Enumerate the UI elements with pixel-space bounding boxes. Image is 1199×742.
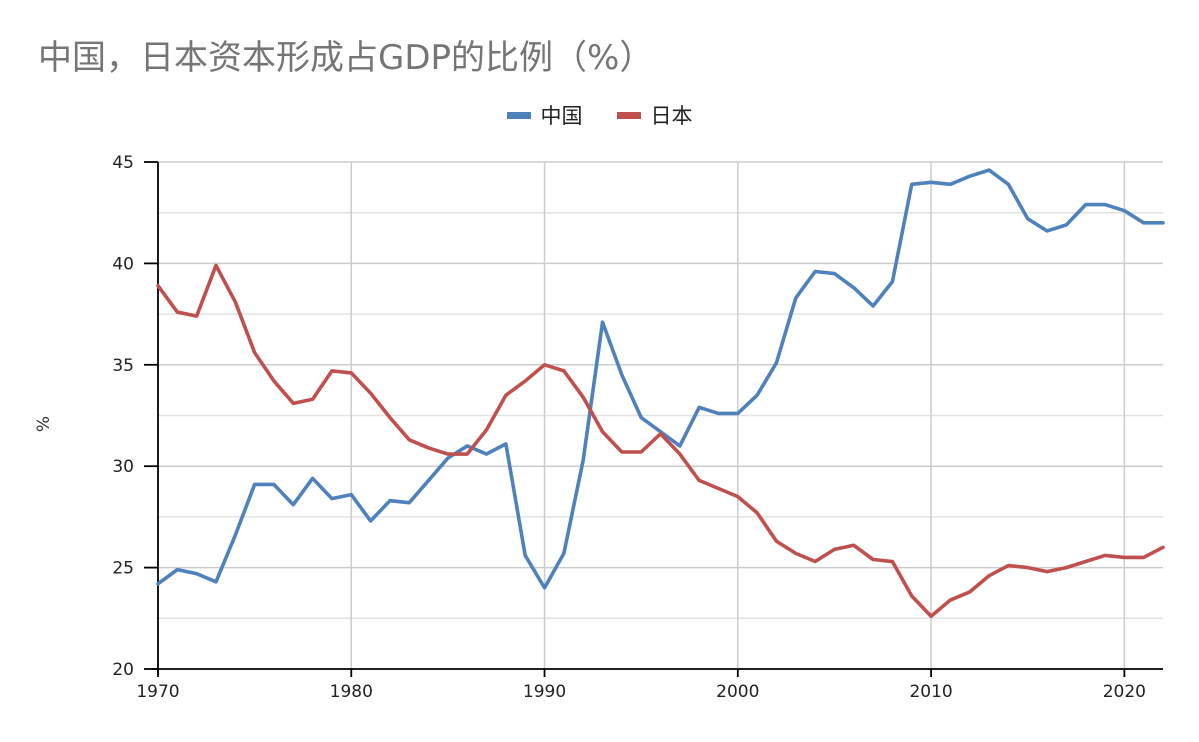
series-lines <box>156 168 1165 619</box>
legend-label-japan: 日本 <box>650 104 693 128</box>
y-tick-label: 30 <box>112 457 134 477</box>
y-tick-label: 20 <box>112 660 134 680</box>
series-line-china <box>156 168 1165 590</box>
y-tick-label: 40 <box>112 254 134 274</box>
x-tick-label: 1970 <box>136 682 179 702</box>
series-line-japan <box>156 263 1165 619</box>
x-tick-label: 1980 <box>330 682 373 702</box>
legend-label-china: 中国 <box>540 104 583 128</box>
legend-item-china[interactable]: 中国 <box>506 100 583 130</box>
x-tick-label: 2020 <box>1103 682 1146 702</box>
legend-swatch-japan <box>616 111 641 119</box>
legend-swatch-china <box>506 111 531 119</box>
x-tick-label: 1990 <box>523 682 566 702</box>
legend-item-japan[interactable]: 日本 <box>616 100 693 130</box>
grid-lines <box>158 161 1163 669</box>
axes: 20 25 30 35 40 45 1970 1980 1990 2000 2010 2020 <box>112 153 1163 702</box>
y-tick-label: 25 <box>112 559 134 579</box>
x-tick-label: 2000 <box>716 682 759 702</box>
legend: 中国 日本 <box>0 100 1199 130</box>
x-tick-label: 2010 <box>909 682 952 702</box>
y-tick-label: 35 <box>112 356 134 376</box>
y-tick-label: 45 <box>112 153 134 173</box>
chart-title: 中国，日本资本形成占GDP的比例（%） <box>38 38 654 78</box>
